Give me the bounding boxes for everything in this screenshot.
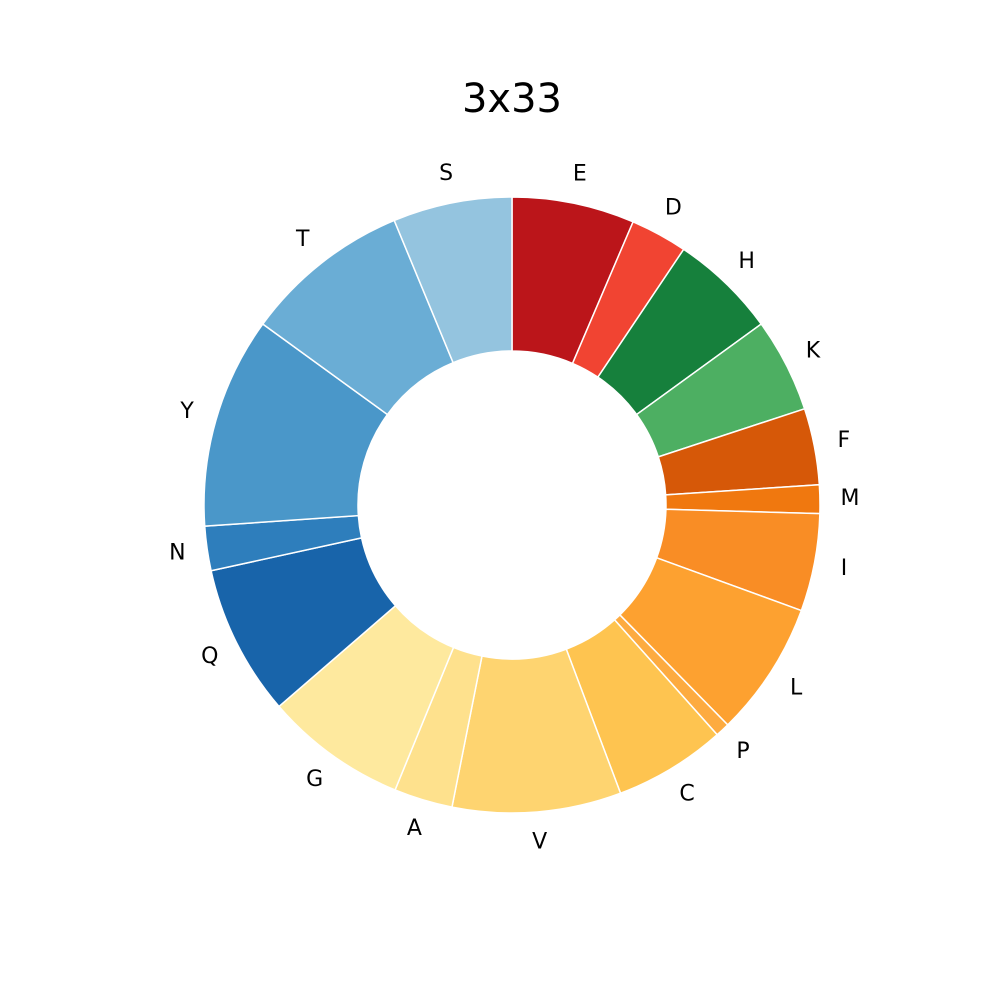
slice-label-m: M xyxy=(840,486,859,511)
chart-title: 3x33 xyxy=(462,76,562,122)
slice-label-a: A xyxy=(407,816,422,841)
slice-label-e: E xyxy=(573,161,587,186)
slice-label-t: T xyxy=(295,227,310,252)
slice-label-s: S xyxy=(439,161,453,186)
donut-slices xyxy=(203,196,821,814)
slice-label-h: H xyxy=(738,249,755,274)
slice-label-q: Q xyxy=(201,644,218,669)
slice-label-i: I xyxy=(841,556,848,581)
slice-label-c: C xyxy=(679,782,694,807)
slice-label-l: L xyxy=(790,676,803,701)
slice-label-v: V xyxy=(532,829,547,854)
slice-label-y: Y xyxy=(179,399,194,424)
slice-label-k: K xyxy=(806,339,821,364)
slice-labels: E D H K F M I L P C V A G Q N Y T S xyxy=(169,161,859,854)
slice-label-g: G xyxy=(306,767,323,792)
slice-label-d: D xyxy=(665,196,682,221)
slice-label-p: P xyxy=(736,739,749,764)
slice-s xyxy=(393,196,513,364)
slice-label-n: N xyxy=(169,540,185,565)
slice-label-f: F xyxy=(837,428,850,453)
